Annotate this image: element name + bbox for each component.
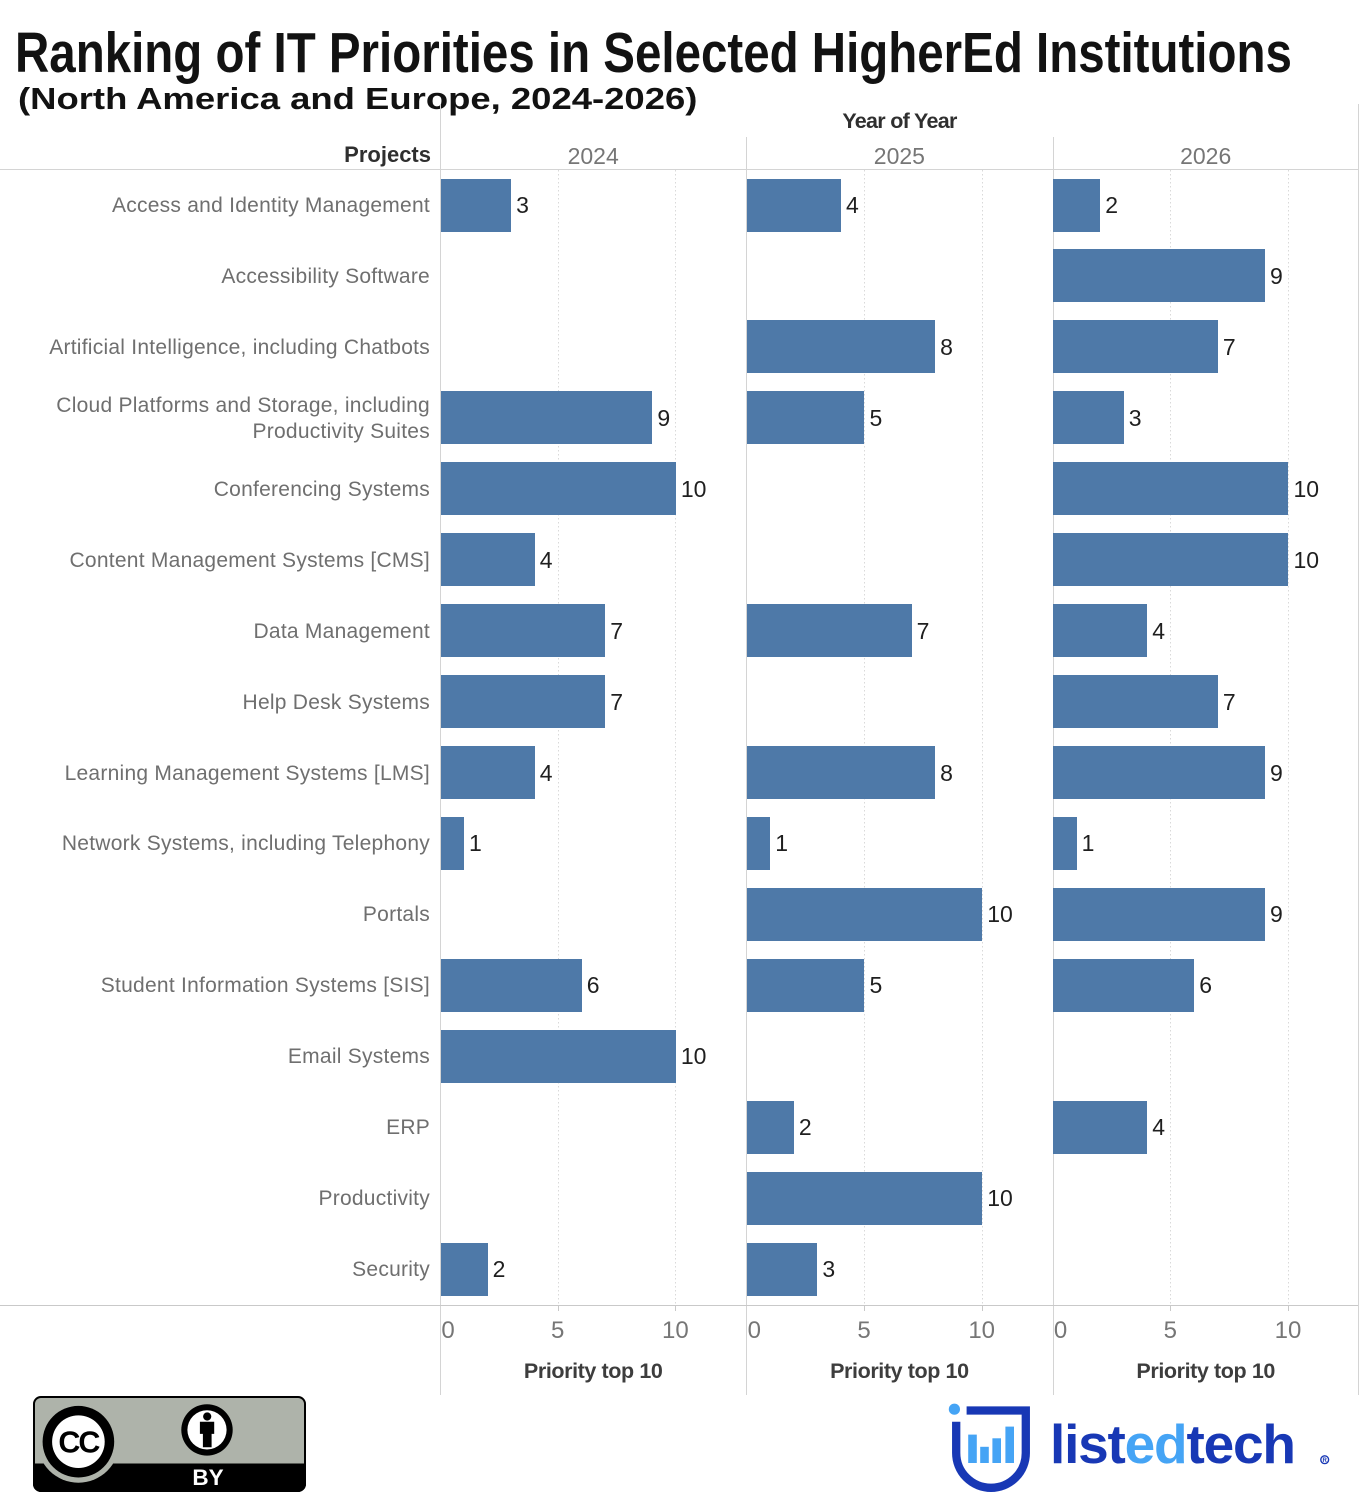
svg-text:R: R [1323,1458,1328,1464]
svg-text:CC: CC [58,1426,100,1460]
svg-text:listedtech: listedtech [1050,1413,1295,1475]
svg-text:BY: BY [192,1465,223,1490]
